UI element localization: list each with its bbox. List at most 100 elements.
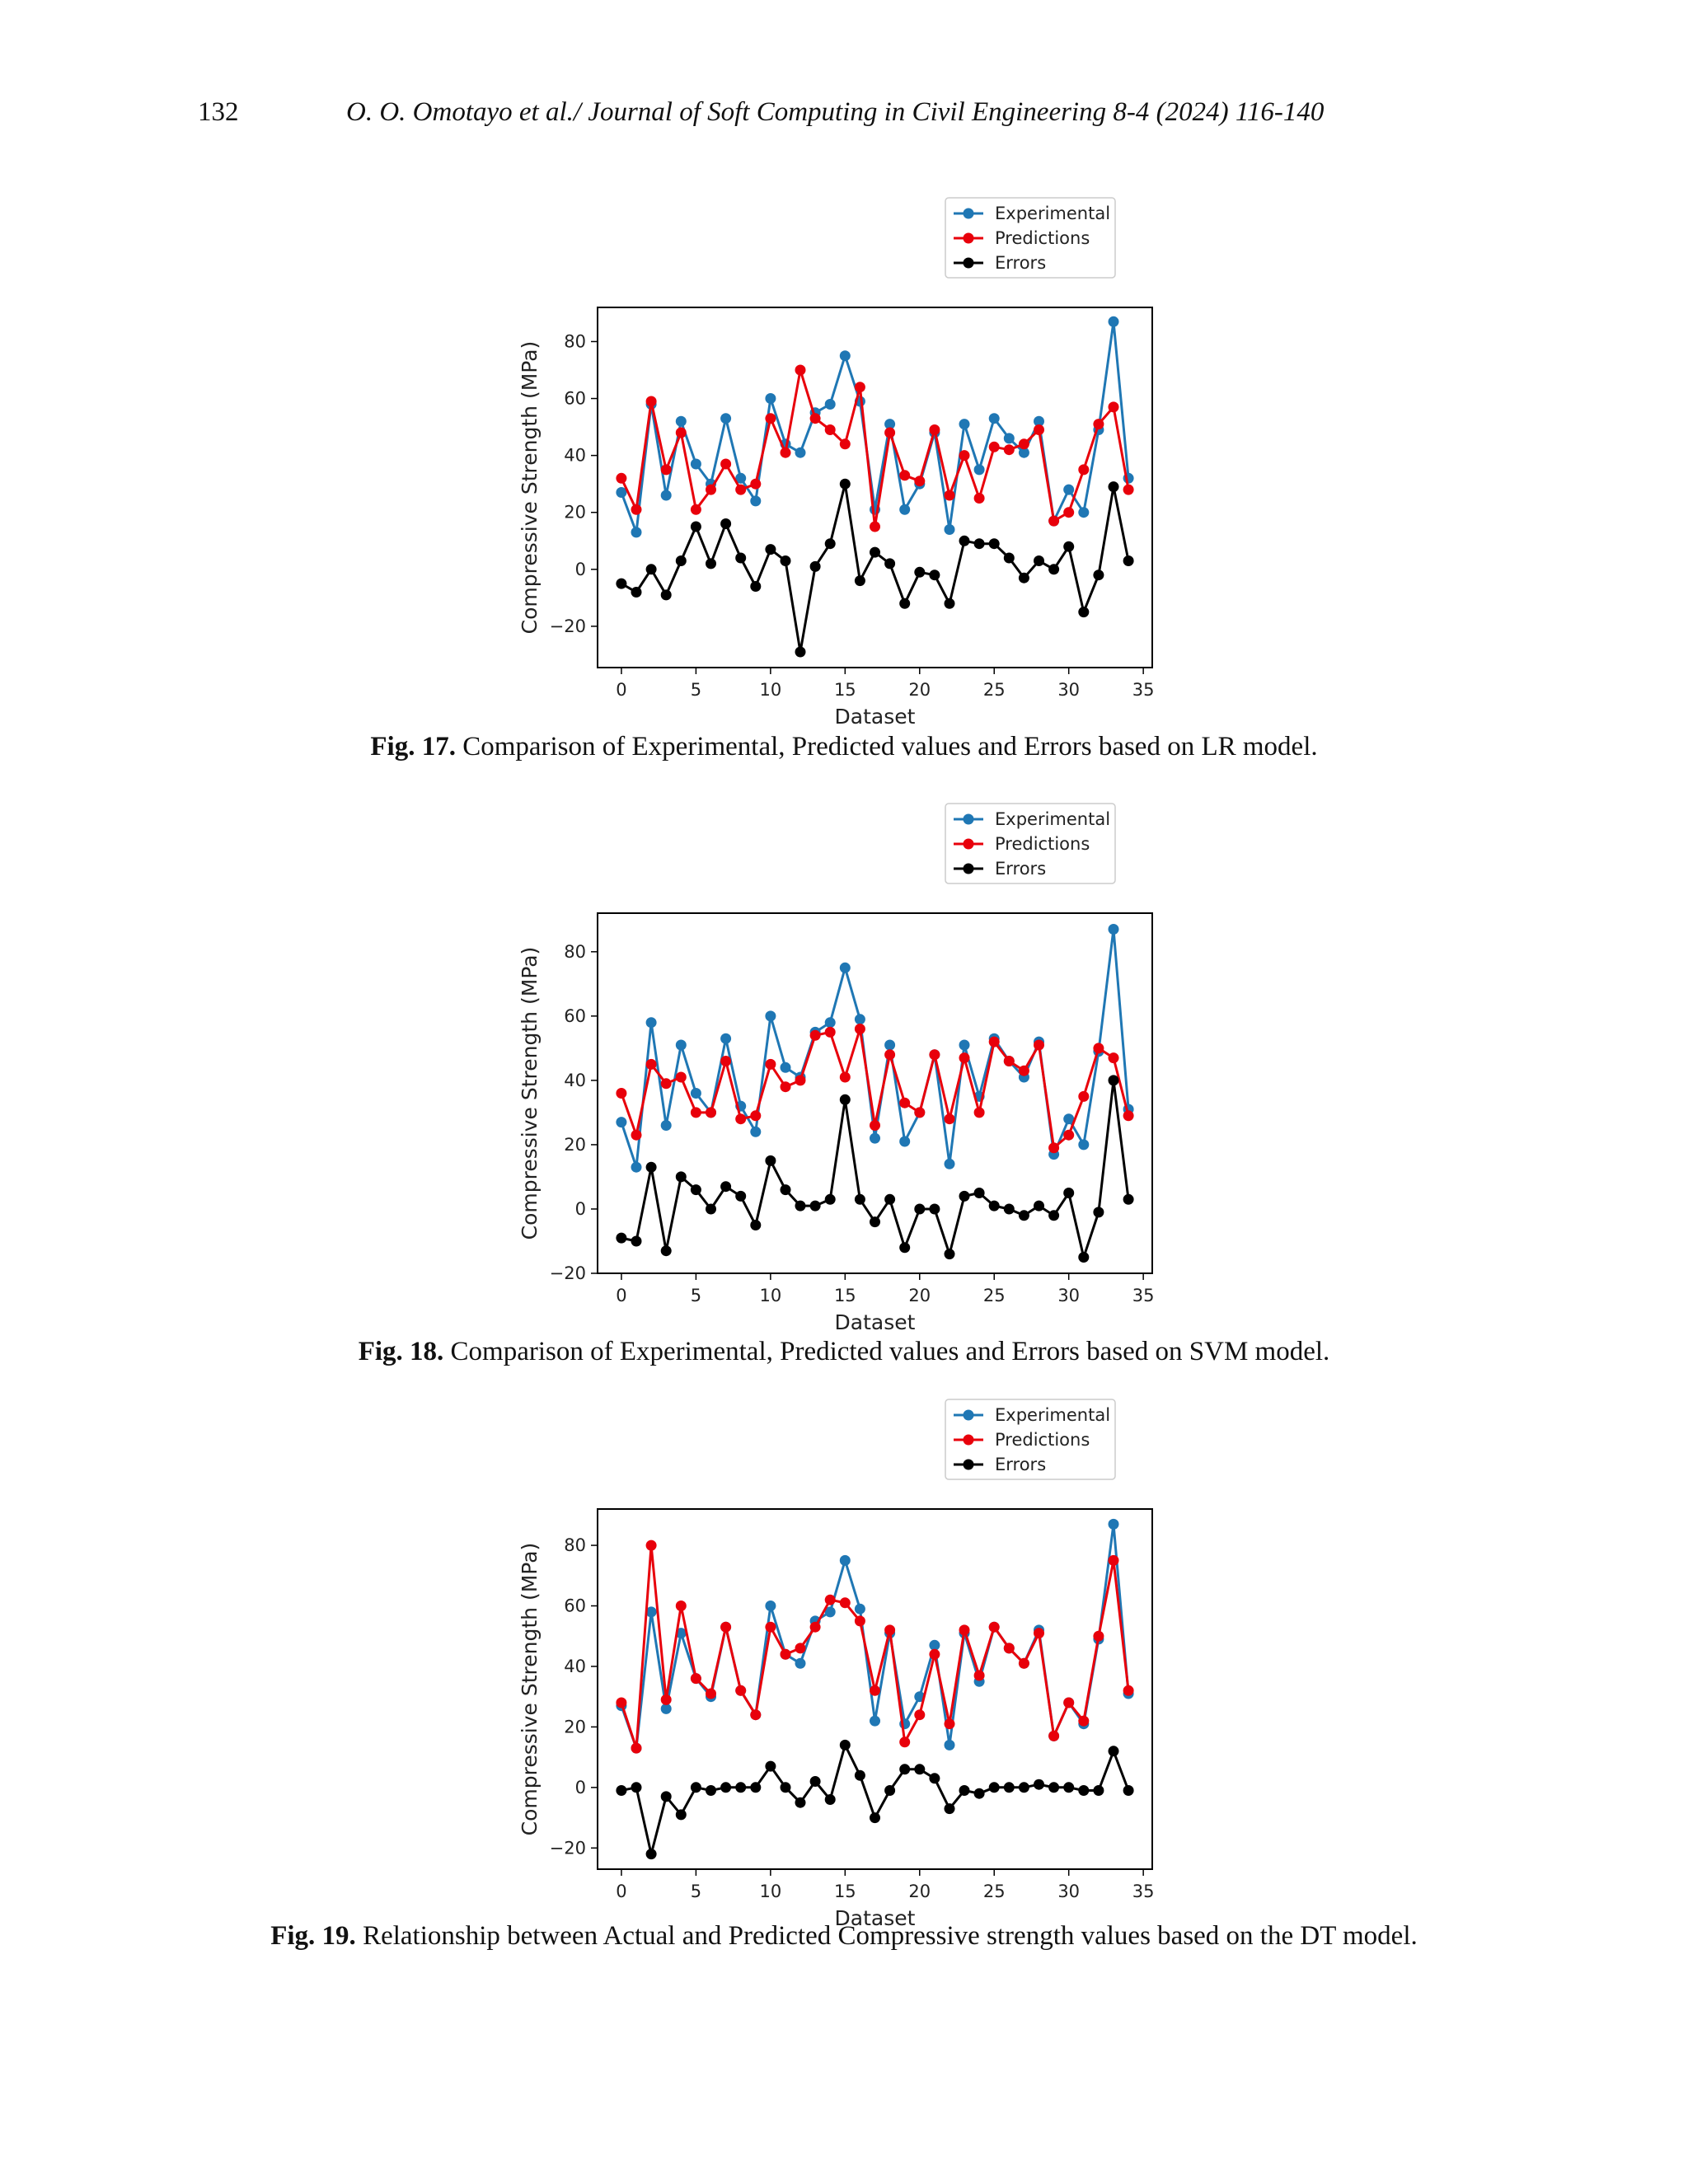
data-point-predictions [706, 484, 716, 495]
data-point-errors [1048, 564, 1060, 575]
x-tick-label: 20 [908, 1882, 931, 1901]
data-point-predictions [631, 504, 642, 515]
data-point-predictions [1003, 1643, 1015, 1654]
series-line-experimental [620, 320, 1130, 534]
data-point-errors [690, 1184, 701, 1196]
data-point-errors [750, 1220, 762, 1230]
data-point-predictions [870, 521, 880, 532]
data-point-predictions [645, 396, 657, 407]
data-point-predictions [660, 464, 672, 476]
data-point-experimental [675, 415, 687, 427]
y-tick-label: 20 [564, 1717, 586, 1736]
data-point-experimental [780, 1062, 791, 1073]
legend-marker-errors [963, 1459, 974, 1470]
data-point-predictions [824, 1594, 836, 1605]
figure-19-caption: Fig. 19. Relationship between Actual and… [0, 1921, 1688, 1952]
x-tick-label: 10 [759, 1882, 781, 1901]
x-tick-label: 10 [759, 1286, 781, 1305]
data-point-predictions [1063, 1129, 1075, 1141]
x-tick-label: 25 [983, 680, 1006, 700]
data-point-predictions [1093, 1630, 1104, 1642]
plot-area [616, 924, 1134, 1263]
data-point-predictions [854, 382, 865, 393]
figure-18: 0 5 10 15 20 25 30 35 −20 0 20 40 60 80 Dataset Compres… [0, 803, 1688, 1347]
data-point-errors [1018, 572, 1029, 583]
figure-19: 0 5 10 15 20 25 30 35 −20 0 20 40 60 80 Dataset Compres… [0, 1399, 1688, 1943]
data-point-predictions [944, 490, 955, 501]
data-point-errors [959, 535, 970, 546]
data-point-errors [929, 569, 940, 581]
data-point-predictions [809, 1621, 821, 1633]
data-point-predictions [1123, 1685, 1134, 1696]
data-point-errors [1018, 1210, 1029, 1221]
data-point-errors [690, 521, 701, 532]
x-axis-label: Dataset [835, 705, 916, 729]
data-point-errors [944, 1249, 955, 1260]
data-point-errors [1123, 1193, 1134, 1205]
data-point-errors [899, 598, 911, 609]
data-point-errors [795, 1200, 806, 1212]
data-point-errors [706, 1203, 716, 1215]
data-point-predictions [616, 472, 627, 484]
legend-marker-experimental [963, 208, 974, 219]
y-axis-label: Compressive Strength (MPa) [518, 1543, 542, 1836]
x-axis-label: Dataset [835, 1906, 916, 1930]
data-point-experimental [884, 419, 896, 430]
figure-19-label: Fig. 19. [270, 1921, 356, 1951]
y-tick-label: 40 [564, 1657, 586, 1676]
legend-marker-errors [963, 863, 974, 874]
data-point-errors [929, 1203, 940, 1215]
data-point-predictions [914, 1107, 926, 1118]
data-point-predictions [899, 470, 911, 481]
data-point-experimental [988, 413, 1000, 424]
x-axis-label: Dataset [835, 1310, 916, 1334]
data-point-experimental [959, 1039, 970, 1051]
data-point-errors [616, 1232, 627, 1244]
data-point-predictions [973, 493, 985, 504]
data-point-errors [1108, 1075, 1119, 1086]
data-point-errors [1034, 1779, 1044, 1790]
x-tick-label: 30 [1057, 1882, 1080, 1901]
data-point-errors [988, 538, 1000, 550]
figure-17-label: Fig. 17. [370, 732, 456, 762]
data-point-errors [854, 575, 865, 587]
data-point-experimental [824, 399, 836, 410]
data-point-experimental [750, 495, 762, 507]
data-point-predictions [1018, 1065, 1029, 1076]
data-point-errors [780, 1782, 791, 1793]
data-point-errors [1034, 555, 1044, 566]
data-point-predictions [824, 424, 836, 435]
data-point-errors [1093, 1785, 1104, 1796]
data-point-errors [1003, 1782, 1015, 1793]
data-point-errors [854, 1193, 865, 1205]
data-point-experimental [899, 1136, 911, 1147]
figure-19-caption-text: Relationship between Actual and Predicte… [363, 1921, 1418, 1951]
data-point-predictions [780, 1081, 791, 1093]
data-point-predictions [1048, 1142, 1060, 1154]
data-point-experimental [616, 487, 627, 498]
data-point-errors [765, 1155, 776, 1166]
data-point-errors [944, 598, 955, 609]
data-point-predictions [1078, 464, 1090, 476]
y-tick-label: 60 [564, 389, 586, 409]
data-point-predictions [1078, 1090, 1090, 1102]
data-point-errors [795, 646, 806, 658]
figure-19-chart: 0 5 10 15 20 25 30 35 −20 0 20 40 60 80 Dataset Compres… [518, 1399, 1155, 1930]
data-point-errors [616, 578, 627, 589]
y-axis-label: Compressive Strength (MPa) [518, 341, 542, 635]
data-point-predictions [660, 1078, 672, 1090]
data-point-experimental [839, 1554, 851, 1566]
x-tick-label: 20 [908, 680, 931, 700]
data-point-predictions [854, 1024, 865, 1034]
data-point-experimental [750, 1126, 762, 1137]
data-point-errors [839, 1094, 851, 1105]
legend: Experimental Predictions Errors [945, 803, 1116, 884]
x-tick-label: 30 [1057, 680, 1080, 700]
x-tick-label: 15 [834, 1286, 856, 1305]
data-point-predictions [690, 1673, 701, 1685]
figure-18-label: Fig. 18. [358, 1337, 444, 1366]
legend-label-errors: Errors [995, 1455, 1046, 1474]
data-point-predictions [988, 1621, 1000, 1633]
data-point-predictions [988, 441, 1000, 452]
data-point-predictions [959, 1624, 970, 1636]
